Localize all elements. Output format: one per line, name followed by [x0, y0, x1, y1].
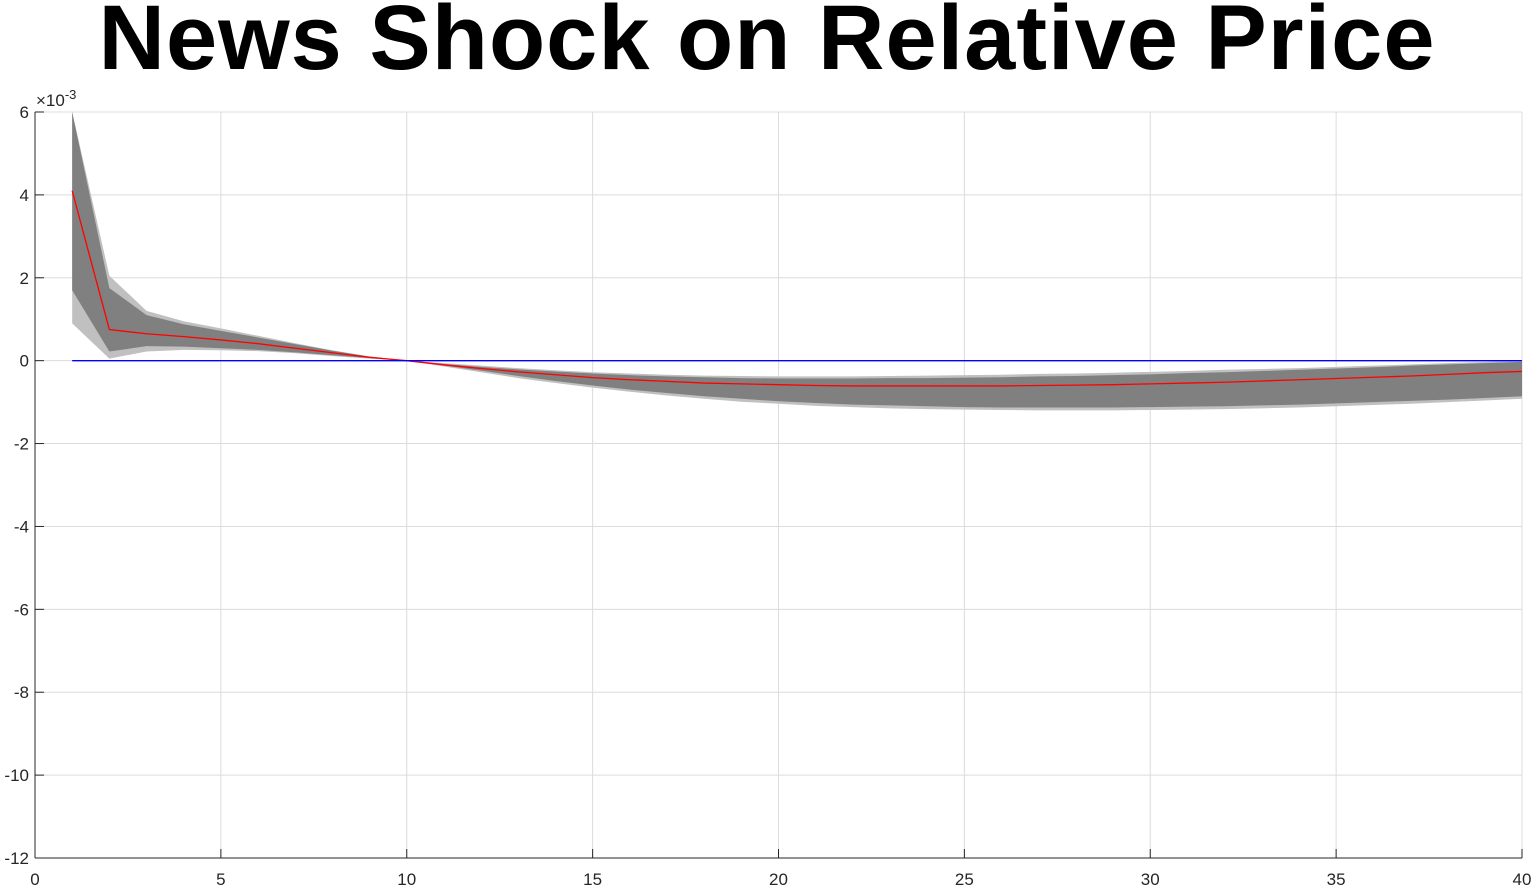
x-tick-label: 15	[583, 870, 602, 887]
y-tick-label: -12	[4, 849, 29, 868]
x-tick-label: 10	[397, 870, 416, 887]
x-tick-label: 20	[769, 870, 788, 887]
confidence-bands	[72, 112, 1522, 411]
y-tick-label: 0	[20, 352, 29, 371]
median-line	[71, 190, 1523, 387]
y-tick-label: -2	[14, 435, 29, 454]
x-tick-label: 5	[216, 870, 225, 887]
x-tick-label: 40	[1513, 870, 1532, 887]
y-tick-label: -10	[4, 766, 29, 785]
y-tick-labels: 6 4 2 0 -2 -4 -6 -8 -10 -12	[4, 103, 29, 868]
y-tick-label: -4	[14, 517, 29, 536]
y-tick-label: -6	[14, 600, 29, 619]
inner-band	[72, 112, 1522, 408]
y-exponent-label: ×10-3	[36, 87, 76, 110]
axes	[34, 111, 1523, 859]
outer-band	[72, 112, 1522, 411]
chart-title: News Shock on Relative Price	[98, 0, 1436, 89]
series-lines	[71, 190, 1523, 387]
y-tick-label: 6	[20, 103, 29, 122]
x-tick-label: 25	[955, 870, 974, 887]
y-tick-label: 2	[20, 269, 29, 288]
y-tick-label: -8	[14, 683, 29, 702]
x-tick-label: 30	[1141, 870, 1160, 887]
grid	[34, 111, 1523, 859]
y-tick-label: 4	[20, 186, 29, 205]
x-tick-labels: 0 5 10 15 20 25 30 35 40	[30, 870, 1531, 887]
x-tick-label: 0	[30, 870, 39, 887]
x-tick-label: 35	[1327, 870, 1346, 887]
